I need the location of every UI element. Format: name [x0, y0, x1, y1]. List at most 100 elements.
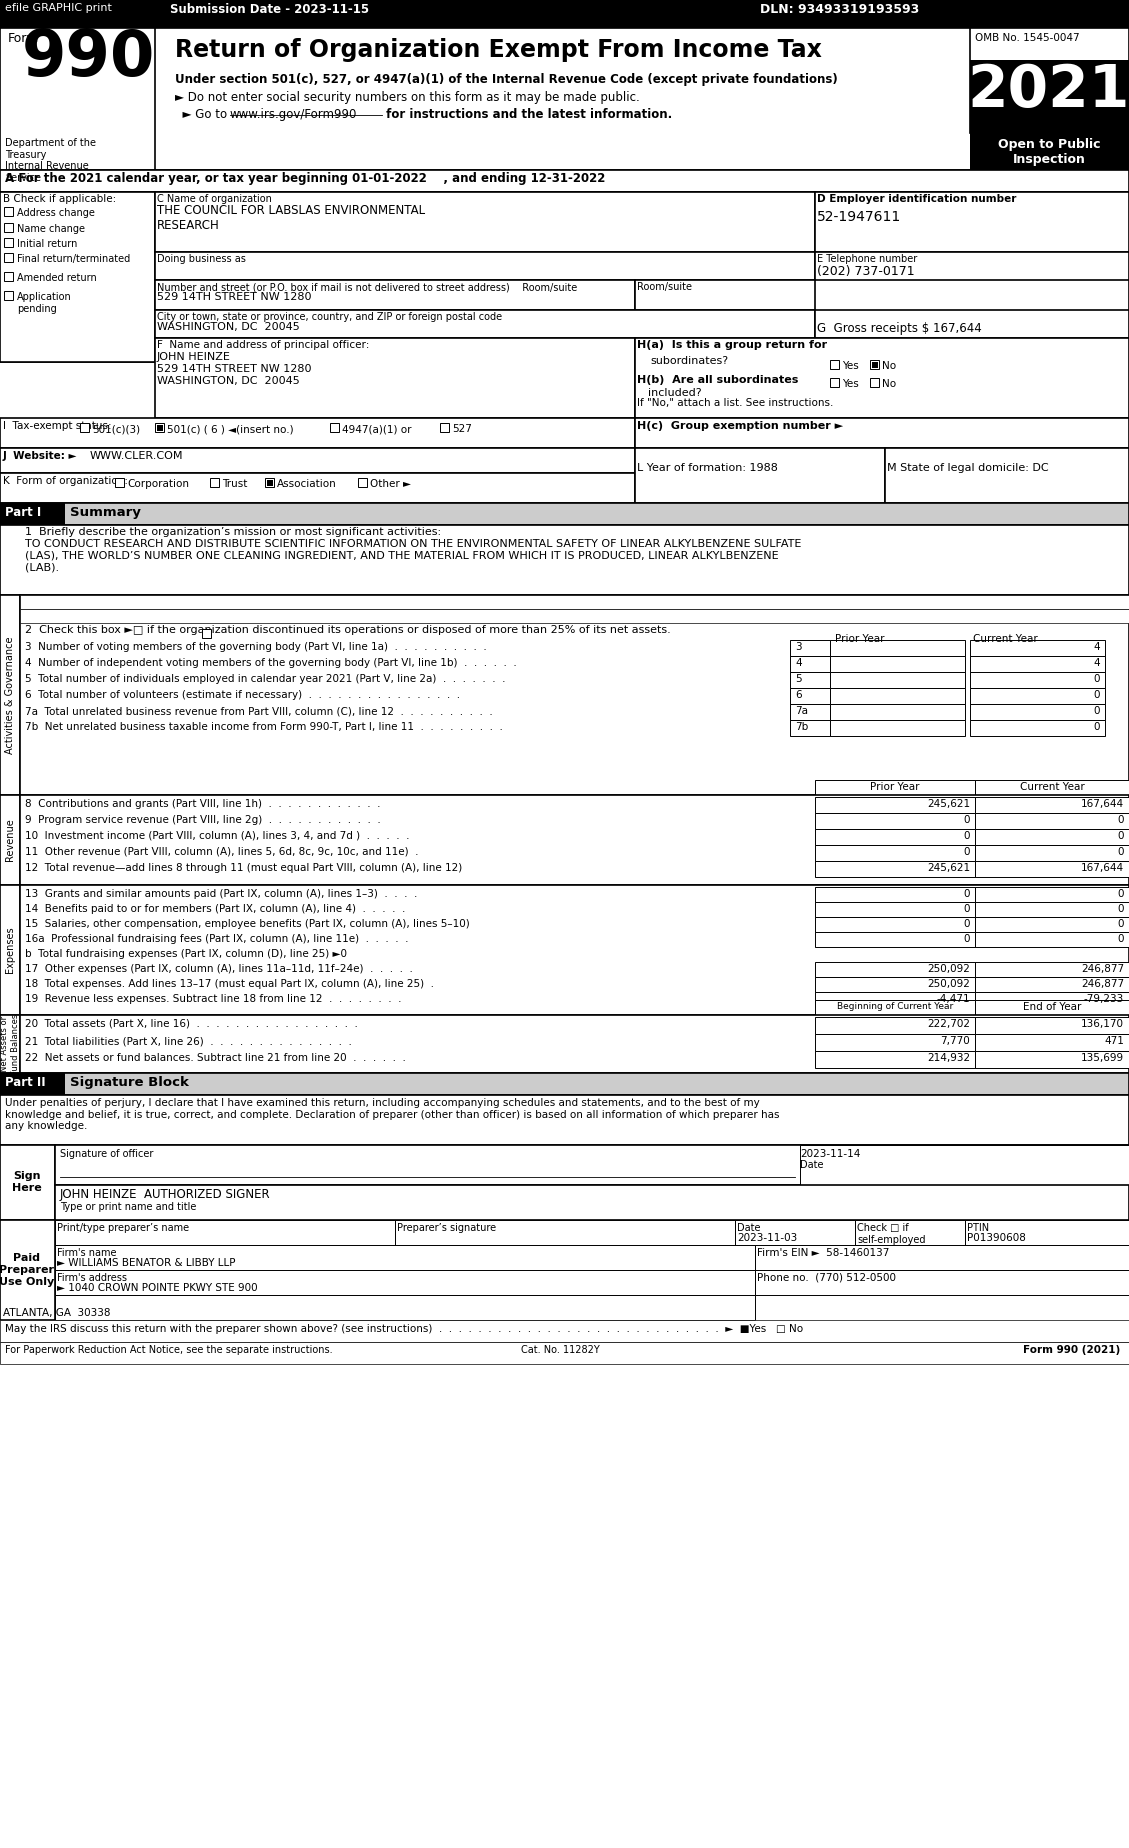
- Bar: [790, 687, 830, 704]
- Bar: [155, 338, 634, 362]
- Text: B Check if applicable:: B Check if applicable:: [3, 194, 116, 203]
- Text: For Paperwork Reduction Act Notice, see the separate instructions.: For Paperwork Reduction Act Notice, see …: [5, 1345, 333, 1355]
- Bar: [855, 1220, 965, 1246]
- Text: Corporation: Corporation: [126, 479, 189, 490]
- Text: Form: Form: [8, 31, 40, 44]
- Bar: [815, 830, 975, 845]
- Bar: [634, 281, 815, 310]
- Text: 245,621: 245,621: [927, 798, 970, 809]
- Bar: [20, 595, 1129, 610]
- Text: K  Form of organization:: K Form of organization:: [3, 477, 128, 486]
- Text: Paid
Preparer
Use Only: Paid Preparer Use Only: [0, 1253, 54, 1286]
- Bar: [815, 992, 975, 1007]
- Text: Prior Year: Prior Year: [870, 782, 920, 793]
- Text: www.irs.gov/Form990: www.irs.gov/Form990: [230, 107, 358, 120]
- Text: 246,877: 246,877: [1080, 965, 1124, 974]
- Text: Preparer’s signature: Preparer’s signature: [397, 1223, 496, 1233]
- Text: 6  Total number of volunteers (estimate if necessary)  .  .  .  .  .  .  .  .  .: 6 Total number of volunteers (estimate i…: [25, 689, 461, 700]
- Bar: [815, 310, 1129, 338]
- Text: 250,092: 250,092: [927, 979, 970, 989]
- Bar: [80, 423, 89, 432]
- Bar: [870, 360, 879, 370]
- Text: H(a)  Is this a group return for: H(a) Is this a group return for: [637, 340, 828, 349]
- Text: Firm's address: Firm's address: [56, 1273, 126, 1283]
- Text: 0: 0: [1118, 846, 1124, 857]
- Bar: [965, 1220, 1129, 1246]
- Text: 0: 0: [1118, 889, 1124, 898]
- Text: 0: 0: [1118, 904, 1124, 915]
- Bar: [5, 207, 14, 216]
- Text: Signature of officer: Signature of officer: [60, 1149, 154, 1159]
- Text: Form 990 (2021): Form 990 (2021): [1023, 1345, 1120, 1355]
- Text: 0: 0: [1094, 706, 1100, 715]
- Bar: [0, 1342, 1129, 1364]
- Bar: [634, 338, 1129, 418]
- Text: Net Assets or
Fund Balances: Net Assets or Fund Balances: [0, 1013, 19, 1076]
- Text: for instructions and the latest information.: for instructions and the latest informat…: [382, 107, 672, 120]
- Bar: [975, 796, 1129, 813]
- Bar: [0, 170, 1129, 192]
- Text: 4: 4: [1093, 641, 1100, 652]
- Text: 3: 3: [795, 641, 802, 652]
- Text: Current Year: Current Year: [972, 634, 1038, 643]
- Text: 7a: 7a: [795, 706, 808, 715]
- Bar: [155, 192, 815, 251]
- Text: 0: 0: [963, 815, 970, 824]
- Bar: [0, 525, 1129, 595]
- Bar: [830, 360, 839, 370]
- Text: Type or print name and title: Type or print name and title: [60, 1201, 196, 1212]
- Text: 0: 0: [963, 933, 970, 944]
- Bar: [975, 887, 1129, 902]
- Text: 9  Program service revenue (Part VIII, line 2g)  .  .  .  .  .  .  .  .  .  .  .: 9 Program service revenue (Part VIII, li…: [25, 815, 380, 824]
- Bar: [872, 362, 877, 368]
- Text: ► Go to: ► Go to: [175, 107, 230, 120]
- Text: 13  Grants and similar amounts paid (Part IX, column (A), lines 1–3)  .  .  .  .: 13 Grants and similar amounts paid (Part…: [25, 889, 418, 898]
- Bar: [0, 885, 20, 1015]
- Bar: [20, 1015, 1129, 1074]
- Text: 0: 0: [1118, 918, 1124, 930]
- Text: Signature Block: Signature Block: [70, 1076, 189, 1088]
- Text: 167,644: 167,644: [1080, 798, 1124, 809]
- Bar: [830, 379, 839, 386]
- Text: Initial return: Initial return: [17, 238, 78, 249]
- Text: 471: 471: [1104, 1037, 1124, 1046]
- Text: THE COUNCIL FOR LABSLAS ENVIRONMENTAL
RESEARCH: THE COUNCIL FOR LABSLAS ENVIRONMENTAL RE…: [157, 203, 426, 233]
- Text: Print/type preparer’s name: Print/type preparer’s name: [56, 1223, 190, 1233]
- Text: TO CONDUCT RESEARCH AND DISTRIBUTE SCIENTIFIC INFORMATION ON THE ENVIRONMENTAL S: TO CONDUCT RESEARCH AND DISTRIBUTE SCIEN…: [25, 540, 802, 573]
- Text: WASHINGTON, DC  20045: WASHINGTON, DC 20045: [157, 322, 300, 333]
- Text: 135,699: 135,699: [1080, 1053, 1124, 1063]
- Bar: [790, 673, 830, 687]
- Text: efile GRAPHIC print: efile GRAPHIC print: [5, 4, 112, 13]
- Text: 501(c) ( 6 ) ◄(insert no.): 501(c) ( 6 ) ◄(insert no.): [167, 423, 294, 434]
- Text: Check □ if
self-employed: Check □ if self-employed: [857, 1223, 926, 1244]
- Text: 0: 0: [1118, 815, 1124, 824]
- Text: G  Gross receipts $ 167,644: G Gross receipts $ 167,644: [817, 322, 982, 334]
- Bar: [815, 1016, 975, 1035]
- Bar: [202, 628, 211, 638]
- Text: 21  Total liabilities (Part X, line 26)  .  .  .  .  .  .  .  .  .  .  .  .  .  : 21 Total liabilities (Part X, line 26) .…: [25, 1037, 352, 1046]
- Bar: [815, 1000, 975, 1015]
- Bar: [975, 830, 1129, 845]
- Bar: [975, 917, 1129, 931]
- Text: 5  Total number of individuals employed in calendar year 2021 (Part V, line 2a) : 5 Total number of individuals employed i…: [25, 675, 506, 684]
- Text: -79,233: -79,233: [1084, 994, 1124, 1003]
- Bar: [790, 656, 830, 673]
- Bar: [0, 1146, 55, 1220]
- Bar: [20, 795, 1129, 885]
- Bar: [0, 1074, 1129, 1096]
- Text: 2023-11-14: 2023-11-14: [800, 1149, 860, 1159]
- Text: C Name of organization: C Name of organization: [157, 194, 272, 203]
- Bar: [975, 992, 1129, 1007]
- Bar: [55, 1295, 755, 1319]
- Bar: [970, 639, 1105, 656]
- Bar: [55, 1270, 755, 1295]
- Text: 0: 0: [1094, 675, 1100, 684]
- Text: Firm's name: Firm's name: [56, 1247, 116, 1258]
- Text: E Telephone number: E Telephone number: [817, 253, 917, 264]
- Text: 4  Number of independent voting members of the governing body (Part VI, line 1b): 4 Number of independent voting members o…: [25, 658, 517, 667]
- Bar: [815, 963, 975, 978]
- Text: 19  Revenue less expenses. Subtract line 18 from line 12  .  .  .  .  .  .  .  .: 19 Revenue less expenses. Subtract line …: [25, 994, 402, 1003]
- Text: 4: 4: [1093, 658, 1100, 667]
- Bar: [0, 503, 1129, 525]
- Bar: [55, 1220, 395, 1246]
